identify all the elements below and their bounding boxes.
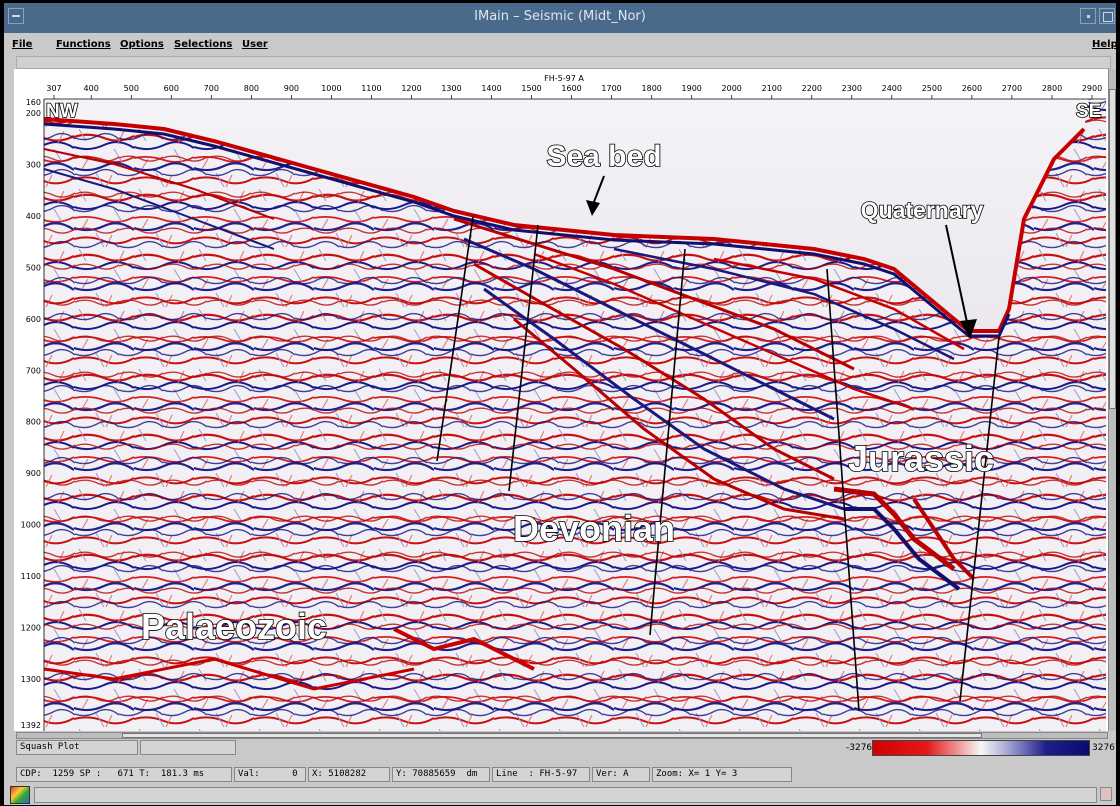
message-bar	[4, 785, 1116, 805]
cdp-ticks: 307 400 500 600 700 800 900 1000 1100 1200 1300 140…	[46, 84, 1102, 99]
minimize-icon[interactable]	[1080, 8, 1096, 24]
cdp-tick-label: 1700	[601, 84, 621, 93]
menu-options[interactable]: Options	[120, 39, 164, 50]
time-tick-label: 500	[26, 263, 41, 272]
cdp-tick-label: 900	[284, 84, 299, 93]
cdp-tick-label: 1000	[321, 84, 341, 93]
menu-help[interactable]: Help	[1092, 39, 1116, 50]
devonian-label: Devonian	[513, 508, 675, 549]
cdp-tick-label: 1400	[481, 84, 501, 93]
sea-bed-arrowhead	[586, 200, 600, 216]
message-field	[34, 787, 1097, 803]
cdp-tick-label: 2400	[882, 84, 902, 93]
menu-bar: File Functions Options Selections User H…	[4, 33, 1116, 55]
x-readout: X: 5108282	[308, 767, 390, 782]
time-tick-label: 700	[26, 366, 41, 375]
colorbar-max: 32767	[1092, 743, 1116, 753]
colorbar-row: Squash Plot -32768 32767	[16, 740, 1116, 756]
jurassic-label: Jurassic	[848, 438, 994, 479]
menu-selections[interactable]: Selections	[174, 39, 233, 50]
top-axis	[14, 69, 1110, 99]
quaternary-arrow	[945, 224, 969, 328]
vertical-scroll-thumb[interactable]	[1109, 89, 1116, 409]
cdp-tick-label: 307	[46, 84, 61, 93]
cdp-tick-label: 400	[84, 84, 99, 93]
cdp-tick-label: 1900	[682, 84, 702, 93]
cdp-tick-label: 600	[164, 84, 179, 93]
time-ticks: 160 200 300 400 500 600 700 800 900 1000 1100 1200 1…	[21, 98, 41, 730]
quaternary-label: Quaternary	[861, 197, 984, 223]
time-tick-label: 400	[26, 212, 41, 221]
seismic-plot[interactable]: FH-5-97 A 307 400 500 600 700 800 900 1000 1100 1…	[14, 69, 1110, 731]
menu-file[interactable]: File	[12, 39, 33, 50]
y-readout: Y: 70885659 dm	[392, 767, 490, 782]
cdp-tick-label: 700	[204, 84, 219, 93]
menu-user[interactable]: User	[242, 39, 268, 50]
fault-lines	[436, 216, 1000, 712]
cdp-tick-label: 2200	[802, 84, 822, 93]
window-menu-icon[interactable]	[8, 8, 24, 24]
title-bar[interactable]: IMain – Seismic (Midt_Nor)	[4, 3, 1116, 33]
cursor-readout-row: CDP: 1259 SP : 671 T: 181.3 ms Val: 0 X:…	[16, 767, 1112, 782]
time-tick-label: 1392	[21, 721, 41, 730]
time-tick-label: 1100	[21, 572, 41, 581]
line-readout: Line : FH-5-97	[492, 767, 590, 782]
menu-functions[interactable]: Functions	[56, 39, 111, 50]
time-tick-label: 600	[26, 315, 41, 324]
line-label: FH-5-97 A	[544, 74, 584, 83]
amplitude-colorbar[interactable]	[872, 740, 1090, 756]
cdp-tick-label: 2100	[762, 84, 782, 93]
version-readout: Ver: A	[592, 767, 650, 782]
vertical-scrollbar[interactable]	[1108, 69, 1116, 731]
water-column	[44, 99, 1106, 331]
horizontal-scroll-thumb[interactable]	[122, 733, 982, 738]
time-tick-label: 200	[26, 109, 41, 118]
value-readout: Val: 0	[234, 767, 306, 782]
time-tick-label: 800	[26, 418, 41, 427]
time-tick-label: 1300	[21, 675, 41, 684]
palaeozoic-label: Palaeozoic	[141, 606, 327, 647]
cdp-tick-label: 1500	[521, 84, 541, 93]
cdp-tick-label: 2500	[922, 84, 942, 93]
cdp-tick-label: 2700	[1002, 84, 1022, 93]
display-mode[interactable]: Squash Plot	[16, 740, 138, 755]
mode-field[interactable]	[140, 740, 236, 755]
dipping-layers	[43, 148, 976, 691]
nw-label: NW	[46, 101, 78, 122]
time-tick-label: 160	[26, 98, 41, 107]
cdp-tick-label: 2300	[842, 84, 862, 93]
tool-strip	[16, 56, 1111, 69]
time-tick-label: 1000	[21, 521, 41, 530]
cdp-readout: CDP: 1259 SP : 671 T: 181.3 ms	[16, 767, 232, 782]
window-title: IMain – Seismic (Midt_Nor)	[474, 9, 646, 24]
cdp-tick-label: 1100	[361, 84, 381, 93]
cdp-tick-label: 2600	[962, 84, 982, 93]
cdp-tick-label: 2800	[1042, 84, 1062, 93]
sea-bed-label: Sea bed	[546, 140, 661, 173]
seabed-reflector	[43, 117, 1086, 333]
cdp-tick-label: 500	[124, 84, 139, 93]
zoom-readout: Zoom: X= 1 Y= 3	[652, 767, 792, 782]
resize-corner-icon[interactable]	[1100, 787, 1112, 801]
cdp-tick-label: 1800	[642, 84, 662, 93]
cdp-tick-label: 1200	[401, 84, 421, 93]
app-logo-icon[interactable]	[10, 786, 30, 804]
se-label: SE	[1076, 101, 1101, 122]
quaternary-arrowhead	[960, 319, 977, 339]
left-axis	[14, 69, 44, 731]
horizontal-scrollbar[interactable]	[16, 732, 1108, 739]
cdp-tick-label: 800	[244, 84, 259, 93]
maximize-icon[interactable]	[1099, 8, 1115, 24]
cdp-tick-label: 1600	[561, 84, 581, 93]
cdp-tick-label: 2000	[722, 84, 742, 93]
application-window: IMain – Seismic (Midt_Nor) File Function…	[4, 3, 1116, 805]
colorbar-min: -32768	[846, 743, 878, 753]
seabed-reflector-low	[43, 122, 1011, 338]
time-tick-label: 900	[26, 469, 41, 478]
time-tick-label: 1200	[21, 624, 41, 633]
cdp-tick-label: 2900	[1082, 84, 1102, 93]
cdp-tick-label: 1300	[441, 84, 461, 93]
time-tick-label: 300	[26, 161, 41, 170]
